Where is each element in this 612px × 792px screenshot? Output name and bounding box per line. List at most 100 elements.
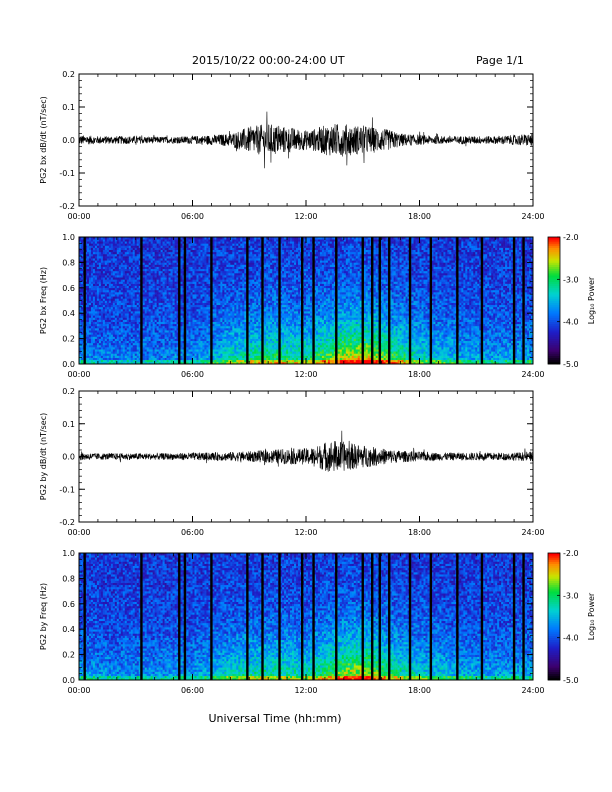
y-axis-title: PG2 bx dB/dt (nT/sec) [39,96,48,183]
colorbar: -2.0 -3.0 -4.0 -5.0 Log₁₀ Power [547,233,596,369]
data-gap [83,237,86,364]
data-gap [246,237,249,364]
panel-4: -2.0 -3.0 -4.0 -5.0 Log₁₀ Power 00:00 06:00 12:… [39,549,596,695]
page-indicator: Page 1/1 [476,54,524,67]
data-gap [456,237,459,364]
data-gap [278,553,281,680]
y-tick-label: 0.1 [62,420,75,429]
y-tick-label: 0.4 [62,309,75,318]
colorbar-tick-label: -4.0 [563,318,579,327]
data-gap [408,553,412,680]
x-tick-label: 18:00 [408,370,431,379]
y-tick-label: 0.2 [62,651,75,660]
colorbar-tick-label: -4.0 [563,634,579,643]
panel-3: 00:00 06:00 12:00 18:00 24:00 0.2 0.1 0.0 -0.1 -0… [39,387,545,537]
data-gap [335,237,338,364]
plot-title: 2015/10/22 00:00-24:00 UT [192,54,345,67]
y-tick-label: -0.2 [59,202,75,211]
data-gap [140,237,143,364]
y-tick-label: 0.0 [62,676,75,685]
x-tick-label: 24:00 [521,686,544,695]
colorbar-tick-label: -3.0 [563,591,579,600]
y-tick-label: -0.1 [59,169,75,178]
data-gap [183,237,187,364]
y-tick-label: 0.2 [62,335,75,344]
colorbar-title: Log₁₀ Power [587,592,596,640]
x-axis-title: Universal Time (hh:mm) [209,712,342,725]
data-gap [278,237,281,364]
y-tick-label: 0.0 [62,136,75,145]
data-gap [312,553,315,680]
data-gap [371,553,374,680]
data-gap [512,237,516,364]
x-tick-label: 12:00 [294,370,317,379]
y-tick-label: 0.2 [62,70,75,79]
x-tick-label: 00:00 [67,212,90,221]
data-gap [371,237,374,364]
data-gap [178,237,181,364]
data-gap [456,553,459,680]
y-tick-label: 0.4 [62,625,75,634]
data-gap [361,237,364,364]
x-tick-label: 06:00 [181,528,204,537]
y-tick-label: 0.6 [62,600,75,609]
data-gap [210,553,213,680]
colorbar: -2.0 -3.0 -4.0 -5.0 Log₁₀ Power [547,549,596,685]
data-gap [301,553,304,680]
x-tick-label: 12:00 [294,212,317,221]
x-tick-label: 12:00 [294,528,317,537]
x-tick-label: 06:00 [181,686,204,695]
spectrogram-cells [79,237,534,365]
x-tick-label: 00:00 [67,370,90,379]
panel-1: 00:00 06:00 12:00 18:00 24:00 0.2 0.1 0.0 -0.1 -0… [39,70,545,221]
colorbar-frame [547,552,561,681]
y-tick-label: 1.0 [62,549,75,558]
series-line [78,111,534,169]
x-tick-label: 06:00 [181,212,204,221]
y-tick-label: -0.1 [59,485,75,494]
y-axis-title: PG2 by Freq (Hz) [39,583,48,650]
colorbar-tick-label: -5.0 [563,360,579,369]
data-gap [388,553,391,680]
y-tick-label: 0.0 [62,453,75,462]
series-line [78,430,534,472]
data-gap [522,553,525,680]
data-gap [429,553,433,680]
x-tick-label: 00:00 [67,686,90,695]
colorbar-frame [547,236,561,365]
y-axis-title: PG2 bx Freq (Hz) [39,267,48,334]
data-gap [388,237,391,364]
colorbar-tick-label: -2.0 [563,233,579,242]
x-tick-label: 06:00 [181,370,204,379]
data-gap [140,553,143,680]
y-tick-label: -0.2 [59,518,75,527]
data-gap [210,237,213,364]
plots-layer: 00:00 06:00 12:00 18:00 24:00 0.2 0.1 0.0 -0.1 -0… [39,70,596,695]
colorbar-tick-label: -5.0 [563,676,579,685]
x-tick-label: 24:00 [521,212,544,221]
data-gap [408,237,412,364]
data-gap [378,237,381,364]
data-gap [522,237,525,364]
spectrogram-cells [79,553,534,681]
x-tick-label: 12:00 [294,686,317,695]
x-tick-label: 18:00 [408,686,431,695]
data-gap [312,237,315,364]
y-axis-title: PG2 by dB/dt (nT/sec) [39,413,48,500]
data-gap [183,553,187,680]
data-gap [429,237,433,364]
data-gap [261,237,264,364]
data-gap [83,553,86,680]
colorbar-tick-label: -3.0 [563,275,579,284]
data-gap [178,553,181,680]
y-tick-label: 0.2 [62,387,75,396]
data-gap [361,553,364,680]
data-gap [378,553,381,680]
page-header: 2015/10/22 00:00-24:00 UT Page 1/1 [0,0,612,80]
data-gap [246,553,249,680]
x-tick-label: 18:00 [408,212,431,221]
data-gap [512,553,516,680]
x-tick-label: 24:00 [521,370,544,379]
y-tick-label: 0.0 [62,360,75,369]
